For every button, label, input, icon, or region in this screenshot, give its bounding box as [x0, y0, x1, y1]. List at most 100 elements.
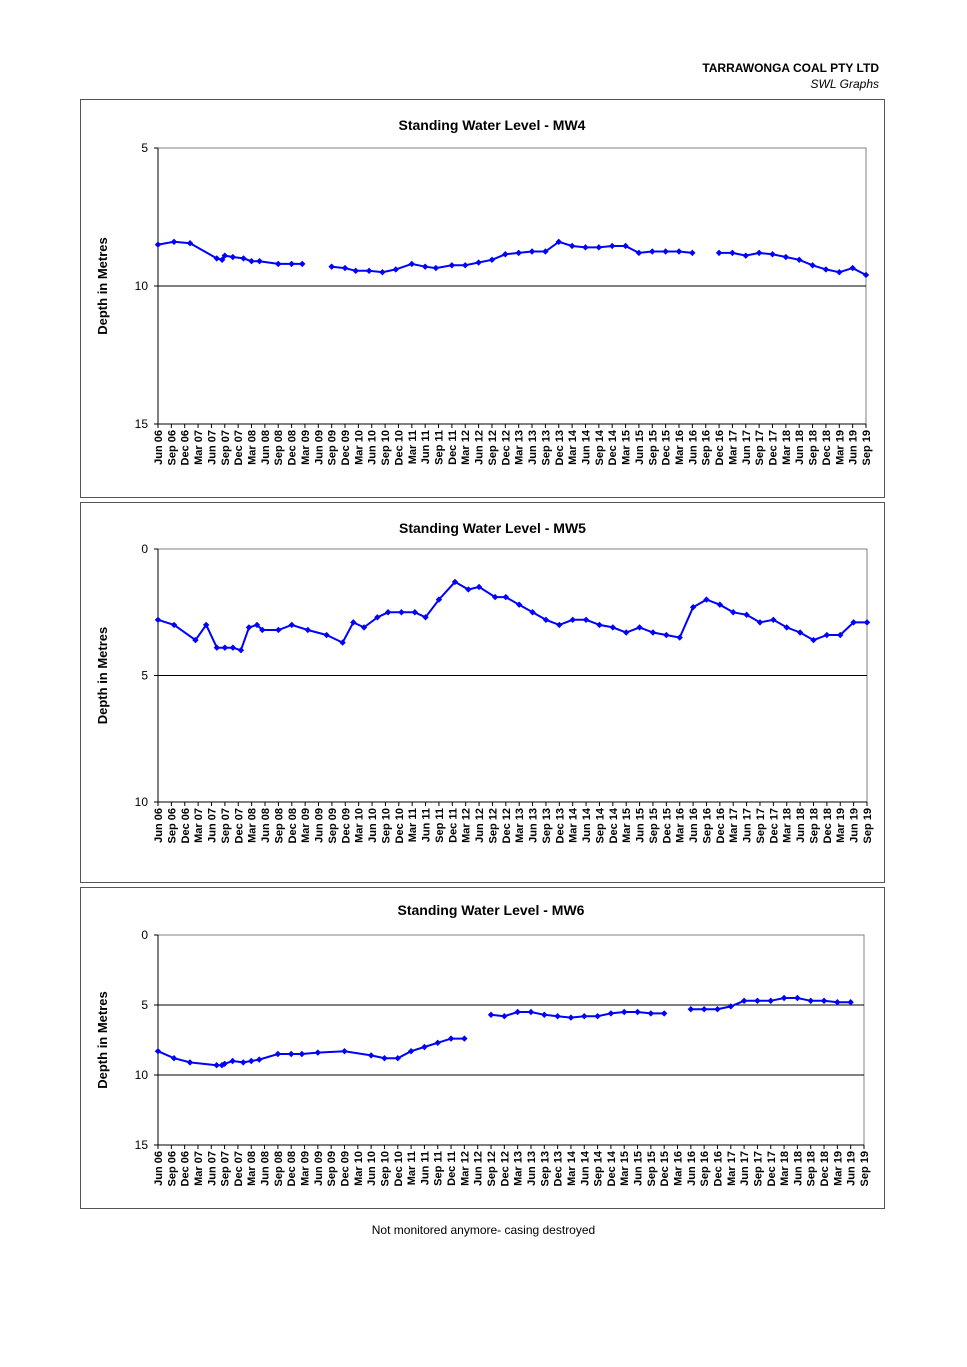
data-point [154, 1048, 162, 1055]
data-point [314, 1049, 322, 1056]
data-point [274, 1050, 282, 1058]
data-point [742, 252, 749, 259]
x-tick-label: Sep 14 [593, 1150, 605, 1186]
data-point [398, 609, 405, 616]
x-tick-label: Dec 13 [553, 1151, 565, 1186]
chart-panel-mw6: Standing Water Level - MW6 0 5 10 15 Depth in… [80, 887, 885, 1209]
x-tick-label: Dec 14 [608, 807, 620, 843]
data-point [716, 601, 724, 608]
y-axis-label: Depth in Metres [95, 991, 110, 1089]
x-tick-label: Dec 09 [340, 808, 352, 843]
x-tick-label: Dec 16 [714, 430, 726, 465]
data-point [715, 249, 723, 257]
data-point [807, 997, 814, 1004]
x-tick-label: Mar 07 [193, 1151, 205, 1186]
data-point [634, 1008, 641, 1016]
x-tick-label: Jun 18 [794, 430, 806, 465]
data-point [796, 256, 803, 263]
data-point [186, 1059, 194, 1066]
y-tick-label: 10 [135, 795, 149, 809]
data-point [434, 1039, 441, 1046]
x-tick-label: Dec 07 [233, 430, 245, 465]
y-tick-label: 15 [135, 1138, 149, 1152]
data-point [213, 644, 221, 651]
x-tick-label: Dec 12 [501, 808, 513, 843]
data-point [367, 1052, 375, 1059]
x-tick-label: Jun 07 [207, 808, 219, 843]
x-tick-label: Sep 16 [699, 1151, 711, 1186]
data-point [379, 269, 386, 276]
x-tick-label: Jun 15 [634, 430, 646, 465]
x-tick-label: Dec 12 [499, 1151, 511, 1186]
x-tick-label: Jun 17 [741, 430, 753, 465]
x-tick-label: Mar 15 [621, 808, 633, 843]
x-tick-label: Mar 19 [834, 430, 846, 465]
x-tick-label: Sep 15 [647, 430, 659, 465]
x-tick-label: Sep 07 [220, 808, 232, 843]
data-point [514, 1008, 521, 1016]
x-tick-label: Jun 10 [366, 1151, 378, 1186]
x-tick-label: Mar 10 [353, 1151, 365, 1186]
x-tick-label: Dec 09 [339, 1151, 351, 1186]
chart-panel-mw4: Standing Water Level - MW4 5 10 15 Depth in … [80, 99, 885, 498]
x-tick-label: Sep 13 [540, 430, 552, 465]
data-point [581, 1013, 588, 1020]
x-tick-label: Dec 17 [768, 808, 780, 843]
data-point [256, 257, 263, 265]
x-tick-label: Sep 07 [220, 1151, 232, 1186]
x-tick-label: Jun 07 [206, 430, 218, 465]
x-tick-label: Jun 11 [420, 430, 432, 464]
x-tick-label: Mar 10 [354, 808, 366, 843]
series-line-mw5 [157, 580, 867, 652]
data-point [554, 1013, 561, 1020]
x-tick-label: Dec 07 [233, 1151, 245, 1186]
series-line-mw4 [331, 240, 693, 274]
data-point [809, 262, 816, 269]
x-tick-label: Mar 12 [460, 430, 472, 465]
series-line-mw4 [157, 240, 303, 265]
x-tick-label: Sep 18 [808, 808, 820, 843]
data-point [237, 647, 245, 654]
x-tick-label: Sep 12 [487, 430, 499, 465]
data-point [636, 624, 643, 631]
x-tick-label: Mar 15 [621, 430, 633, 465]
data-point [754, 997, 761, 1004]
data-point [529, 609, 536, 616]
x-tick-label: Jun 13 [527, 430, 539, 465]
x-tick-label: Dec 15 [661, 430, 673, 465]
x-tick-label: Sep 10 [380, 808, 392, 843]
x-tick-label: Dec 06 [180, 808, 192, 843]
data-point [248, 257, 255, 265]
x-tick-label: Jun 07 [206, 1151, 218, 1186]
data-point [240, 255, 247, 262]
data-point [594, 1013, 601, 1020]
y-axis-label: Depth in Metres [95, 237, 110, 335]
x-tick-label: Mar 13 [514, 808, 526, 843]
data-point [229, 644, 237, 651]
data-point [186, 240, 194, 247]
x-tick-label: Dec 08 [287, 430, 299, 465]
x-tick-label: Mar 09 [300, 808, 312, 843]
x-tick-label: Sep 12 [486, 1151, 498, 1186]
x-tick-label: Jun 13 [526, 1151, 538, 1186]
data-point [782, 253, 790, 261]
data-point [635, 249, 643, 257]
plot-area [157, 934, 865, 1146]
x-tick-label: Sep 15 [648, 808, 660, 843]
x-tick-label: Jun 10 [367, 808, 379, 843]
data-point [248, 1057, 255, 1065]
data-point [541, 1011, 548, 1018]
data-point [288, 260, 295, 268]
x-tick-label: Mar 08 [247, 808, 259, 843]
data-point [299, 260, 306, 268]
data-point [392, 266, 399, 273]
x-tick-label: Mar 14 [568, 807, 580, 843]
data-point [649, 248, 656, 255]
x-tick-label: Sep 11 [434, 430, 446, 465]
x-tick-label: Jun 16 [688, 808, 700, 843]
data-point [767, 997, 774, 1004]
data-point [743, 611, 750, 618]
data-point [304, 626, 312, 634]
data-point [488, 256, 496, 263]
data-point [240, 1059, 247, 1066]
